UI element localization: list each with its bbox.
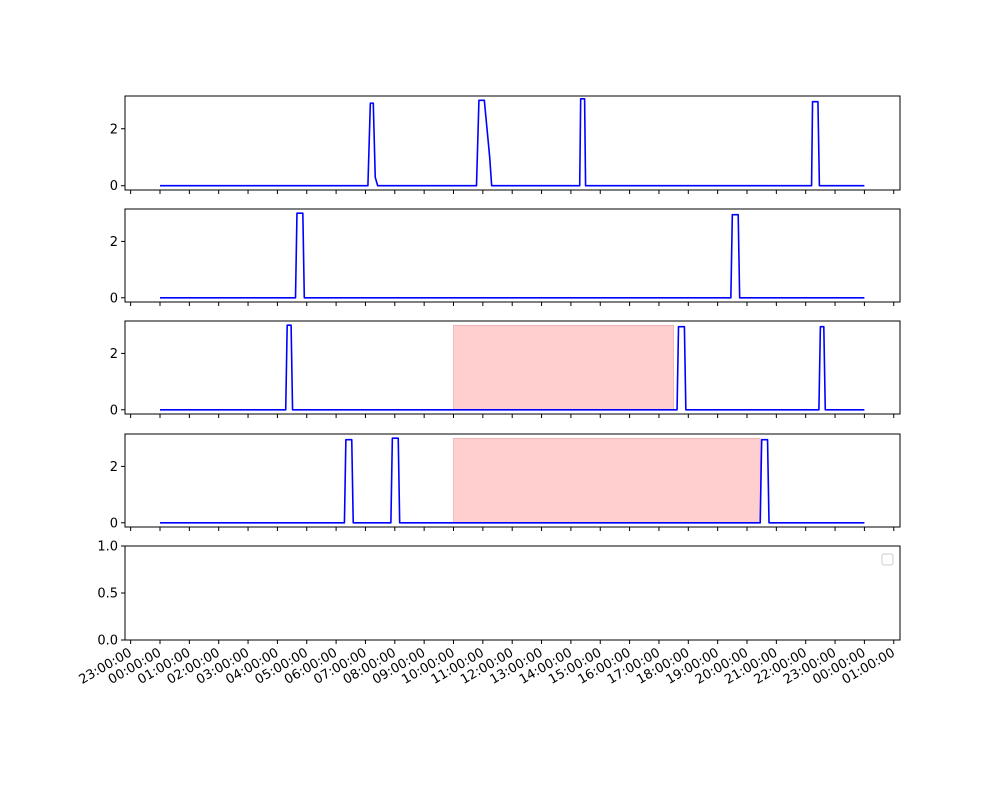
y-tick-label-1-2: 2 <box>110 122 118 137</box>
series-line-4-1 <box>160 437 865 524</box>
y-tick-label-3-1: 0 <box>110 403 118 418</box>
shaded-region-3-1 <box>453 324 674 411</box>
y-tick-label-5-1: 0.0 <box>97 634 118 649</box>
y-tick-label-2-2: 2 <box>110 235 118 250</box>
series-line-1-1 <box>160 98 865 187</box>
y-tick-label-3-2: 2 <box>110 347 118 362</box>
series-line-2-1 <box>160 212 865 299</box>
legend-box <box>881 553 894 566</box>
subplot-stack: 0 2 0 2 0 2 0 2 0.0 0.5 1.0 <box>97 95 901 649</box>
y-tick-label-4-2: 2 <box>110 460 118 475</box>
shared-x-axis: 23:00:0000:00:0001:00:0002:00:0003:00:00… <box>77 645 898 687</box>
y-tick-label-2-1: 0 <box>110 291 118 306</box>
y-tick-label-5-2: 0.5 <box>97 587 118 602</box>
shaded-region-4-1 <box>453 437 761 524</box>
y-tick-label-1-1: 0 <box>110 179 118 194</box>
y-tick-label-4-1: 0 <box>110 516 118 531</box>
series-line-3-1 <box>160 324 865 411</box>
y-tick-label-5-3: 1.0 <box>97 540 118 555</box>
